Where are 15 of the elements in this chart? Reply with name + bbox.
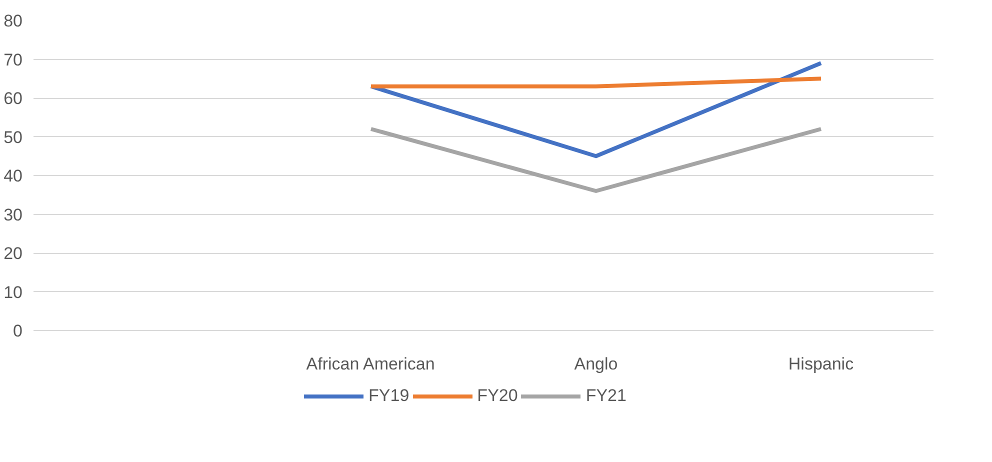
y-tick-label: 80 — [4, 12, 23, 30]
legend-label: FY21 — [586, 386, 626, 406]
x-tick-label: African American — [306, 354, 435, 374]
x-tick-label: Hispanic — [788, 354, 854, 374]
legend-label: FY20 — [477, 386, 518, 406]
x-tick-label: Anglo — [574, 354, 618, 374]
y-tick-label: 20 — [4, 244, 23, 263]
y-tick-label: 40 — [4, 166, 23, 186]
y-tick-label: 30 — [4, 205, 23, 224]
y-tick-label: 50 — [4, 128, 23, 147]
legend-label: FY19 — [368, 386, 410, 406]
y-tick-label: 10 — [4, 282, 23, 302]
y-tick-label: 70 — [4, 50, 23, 70]
y-tick-label: 60 — [4, 89, 23, 108]
y-tick-label: 0 — [13, 322, 23, 340]
